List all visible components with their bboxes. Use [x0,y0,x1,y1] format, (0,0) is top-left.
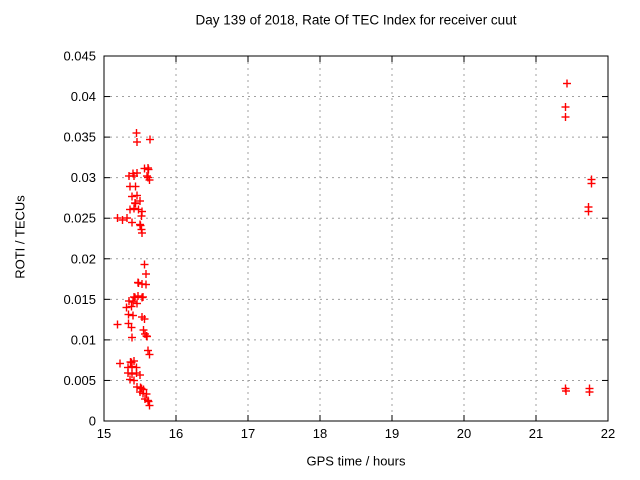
data-point [584,207,593,216]
data-point [126,205,134,214]
data-point [113,320,122,329]
y-tick-label: 0 [89,414,96,429]
y-tick-label: 0.04 [71,89,96,104]
data-point [123,214,131,222]
data-point [143,332,151,341]
data-point [130,172,138,180]
data-point [124,310,133,319]
data-point [138,293,146,302]
data-point [128,218,136,227]
data-point [585,388,594,396]
data-point [131,182,140,191]
data-point [118,216,127,224]
x-tick-label: 20 [457,426,471,441]
data-point [124,369,132,377]
data-point [140,315,149,323]
data-point [145,401,154,410]
data-point [142,390,151,398]
data-point [128,333,136,342]
y-tick-label: 0.03 [71,170,96,185]
data-point [130,357,138,365]
data-point [563,79,571,88]
data-point [145,350,154,359]
x-tick-label: 22 [601,426,615,441]
y-tick-label: 0.02 [71,251,96,266]
data-point [130,376,138,385]
data-point [127,302,136,311]
data-point [136,197,144,205]
data-point [128,362,136,371]
data-point [116,359,124,368]
data-point [131,199,140,208]
x-tick-label: 18 [313,426,327,441]
y-tick-label: 0.015 [63,292,96,307]
data-point [561,113,570,121]
data-point [129,298,137,306]
data-point [142,280,150,289]
data-point [144,346,152,355]
data-point [127,323,136,332]
chart-title: Day 139 of 2018, Rate Of TEC Index for r… [195,12,517,28]
data-point [128,370,136,378]
plot-frame [103,55,609,422]
data-point [144,397,153,406]
data-point [142,270,150,278]
x-tick-label: 19 [385,426,399,441]
data-point [131,293,139,302]
data-point [144,165,153,174]
data-point [133,299,141,308]
data-point [133,138,141,146]
data-point [134,279,143,287]
data-point [125,297,133,305]
x-tick-label: 21 [529,426,543,441]
x-tick-label: 17 [241,426,255,441]
data-point [561,103,570,111]
data-point [129,311,137,320]
y-tick-label: 0.035 [63,130,96,145]
data-point [137,212,146,220]
data-point [145,176,154,184]
data-point [139,326,148,334]
data-point [132,129,141,137]
data-point [136,371,144,379]
y-tick-label: 0.005 [63,373,96,388]
y-tick-label: 0.01 [71,332,96,347]
data-point [136,221,145,230]
x-tick-label: 16 [169,426,183,441]
data-point [587,179,596,188]
data-point [126,375,134,384]
data-point [562,387,570,395]
data-point [113,214,122,222]
data-point [146,135,154,144]
data-point [138,229,146,237]
data-point [140,260,149,269]
data-point [133,191,141,200]
data-point [122,303,131,312]
x-tick-label: 15 [97,426,111,441]
data-point [128,192,136,201]
y-tick-label: 0.025 [63,211,96,226]
y-tick-label: 0.045 [63,49,96,64]
data-point [130,204,138,213]
x-axis-label: GPS time / hours [306,453,406,469]
